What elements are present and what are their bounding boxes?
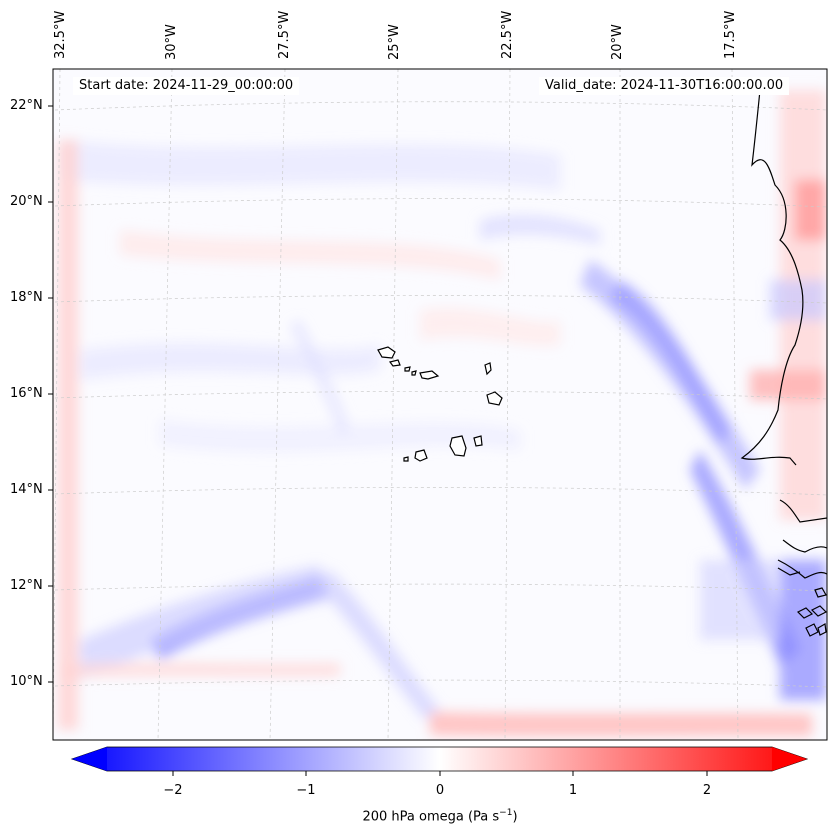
omega-field xyxy=(53,69,827,740)
lon-label: 20°W xyxy=(610,24,625,60)
lat-ticks xyxy=(48,105,53,683)
lon-label: 32.5°W xyxy=(53,10,68,59)
cape-verde-islands xyxy=(377,346,503,462)
colorbar-body xyxy=(70,746,809,772)
colorbar-tick-label: 2 xyxy=(702,783,712,798)
colorbar-tick-label: 1 xyxy=(568,783,578,798)
colorbar-label-exponent: −1 xyxy=(499,808,513,818)
lat-label: 18°N xyxy=(10,290,43,305)
colorbar-tick-label: −1 xyxy=(296,783,316,798)
lon-label: 27.5°W xyxy=(277,10,292,59)
lon-label: 30°W xyxy=(164,24,179,60)
colorbar-tick-label: −2 xyxy=(163,783,183,798)
lat-label: 16°N xyxy=(10,386,43,401)
colorbar xyxy=(70,746,809,776)
graticule xyxy=(53,69,827,740)
lat-label: 14°N xyxy=(10,482,43,497)
lon-label: 22.5°W xyxy=(500,10,515,59)
coastline xyxy=(740,89,827,637)
valid-date-label: Valid_date: 2024-11-30T16:00:00.00 xyxy=(539,77,790,95)
colorbar-label-close: ) xyxy=(512,809,518,825)
colorbar-extend-max xyxy=(772,747,807,771)
lat-label: 20°N xyxy=(10,194,43,209)
colorbar-extend-min xyxy=(72,747,107,771)
lat-label: 12°N xyxy=(10,578,43,593)
colorbar-tick-label: 0 xyxy=(435,783,445,798)
lat-label: 22°N xyxy=(10,98,43,113)
colorbar-label: 200 hPa omega (Pa s−1) xyxy=(0,808,837,824)
lon-label: 25°W xyxy=(387,24,402,60)
colorbar-label-main: 200 hPa omega (Pa s xyxy=(362,809,500,825)
start-date-label: Start date: 2024-11-29_00:00:00 xyxy=(73,77,300,95)
lon-label: 17.5°W xyxy=(723,10,738,59)
map-frame xyxy=(52,68,828,741)
lat-label: 10°N xyxy=(10,674,43,689)
